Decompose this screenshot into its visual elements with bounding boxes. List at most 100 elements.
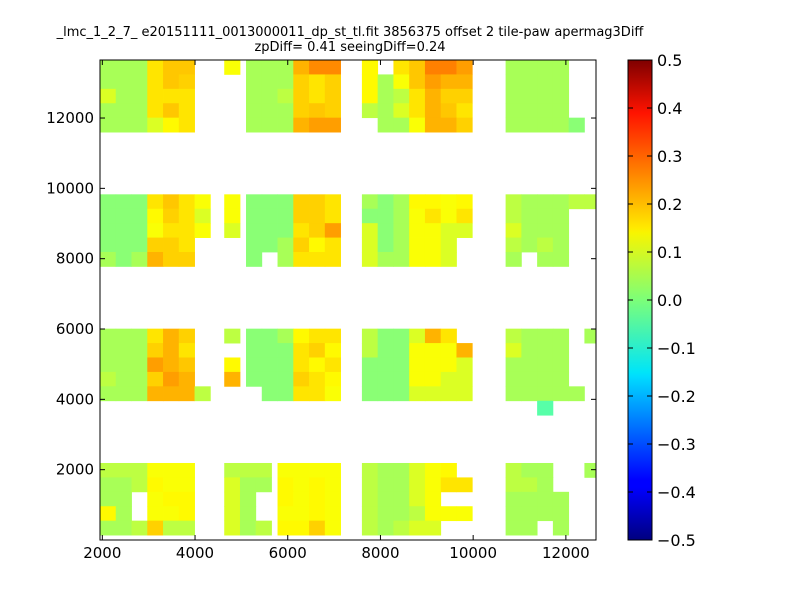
heatmap-cell xyxy=(521,194,538,210)
heatmap-cell xyxy=(440,506,457,522)
heatmap-cell xyxy=(309,237,326,253)
heatmap-cell xyxy=(409,223,426,238)
heatmap-cell xyxy=(115,491,132,507)
heatmap-cell xyxy=(440,194,457,210)
heatmap-cell xyxy=(521,103,538,119)
heatmap-cell xyxy=(131,357,148,373)
x-tick-label: 4000 xyxy=(176,544,214,562)
heatmap-cell xyxy=(521,74,538,90)
heatmap-cell xyxy=(440,477,457,493)
heatmap-cell xyxy=(440,328,457,344)
heatmap-cell xyxy=(115,343,132,358)
heatmap-cell xyxy=(178,103,195,119)
heatmap-cell xyxy=(131,520,148,536)
colorbar-tick-label: −0.3 xyxy=(657,435,696,454)
heatmap-cell xyxy=(115,328,132,344)
heatmap-cell xyxy=(505,343,522,358)
heatmap-cell xyxy=(377,491,394,507)
heatmap-cell xyxy=(409,60,426,75)
heatmap-cell xyxy=(261,103,278,119)
heatmap-cell xyxy=(424,103,442,119)
heatmap-cell xyxy=(115,74,132,90)
heatmap-cell xyxy=(293,491,310,507)
heatmap-cell xyxy=(377,477,394,493)
heatmap-cell xyxy=(115,386,132,402)
heatmap-cell xyxy=(393,208,410,224)
heatmap-cell xyxy=(377,343,394,358)
heatmap-cell xyxy=(505,74,522,90)
heatmap-cell xyxy=(163,88,180,104)
heatmap-cell xyxy=(505,371,522,387)
heatmap-cell xyxy=(147,343,164,358)
heatmap-cell xyxy=(246,74,263,90)
heatmap-cell xyxy=(568,386,585,402)
heatmap-cell xyxy=(246,208,263,224)
heatmap-cell xyxy=(440,237,457,253)
heatmap-cell xyxy=(239,506,257,522)
heatmap-cell xyxy=(147,223,164,238)
heatmap-cell xyxy=(361,208,379,224)
heatmap-cell xyxy=(424,223,442,238)
heatmap-cell xyxy=(377,223,394,238)
heatmap-cell xyxy=(277,491,294,507)
heatmap-cell xyxy=(424,520,442,536)
heatmap-cell xyxy=(552,386,570,402)
heatmap-cell xyxy=(424,462,442,478)
heatmap-cell xyxy=(293,208,310,224)
heatmap-cell xyxy=(163,103,180,119)
heatmap-cell xyxy=(537,237,554,253)
heatmap-cell xyxy=(224,194,241,210)
heatmap-cell xyxy=(277,386,294,402)
heatmap-cell xyxy=(246,252,263,267)
plot-frame xyxy=(99,59,597,541)
colorbar-tick-label: 0.4 xyxy=(657,99,682,118)
heatmap-cell xyxy=(131,60,148,75)
heatmap-cell xyxy=(131,103,148,119)
heatmap-cell xyxy=(115,506,132,522)
heatmap-cell xyxy=(393,117,410,133)
heatmap-cell xyxy=(261,223,278,238)
heatmap-cell xyxy=(246,223,263,238)
heatmap-cell xyxy=(393,103,410,119)
heatmap-cell xyxy=(309,520,326,536)
colorbar-tick-label: 0.2 xyxy=(657,195,682,214)
heatmap-cell xyxy=(293,328,310,344)
heatmap-cell xyxy=(324,223,341,238)
heatmap-cell xyxy=(409,462,426,478)
heatmap-cell xyxy=(361,357,379,373)
heatmap-cell xyxy=(293,60,310,75)
heatmap-cell xyxy=(324,60,341,75)
heatmap-cell xyxy=(505,103,522,119)
heatmap-cell xyxy=(424,386,442,402)
heatmap-cell xyxy=(309,491,326,507)
heatmap-cell xyxy=(100,252,117,267)
heatmap-cell xyxy=(568,117,585,133)
x-tick-label: 6000 xyxy=(269,544,307,562)
heatmap-cell xyxy=(324,386,341,402)
heatmap-cell xyxy=(194,223,211,238)
heatmap-cell xyxy=(324,491,341,507)
heatmap-cell xyxy=(361,462,379,478)
heatmap-cell xyxy=(552,343,570,358)
heatmap-cell xyxy=(393,491,410,507)
heatmap-cell xyxy=(537,88,554,104)
heatmap-cell xyxy=(505,237,522,253)
y-tick-label: 8000 xyxy=(56,250,94,268)
heatmap-cell xyxy=(521,357,538,373)
heatmap-cell xyxy=(178,252,195,267)
heatmap-cell xyxy=(255,477,272,493)
heatmap-cell xyxy=(277,462,294,478)
heatmap-cell xyxy=(505,506,522,522)
heatmap-cell xyxy=(424,74,442,90)
heatmap-cell xyxy=(163,328,180,344)
heatmap-cell xyxy=(424,117,442,133)
heatmap-cell xyxy=(440,252,457,267)
heatmap-cell xyxy=(456,343,473,358)
heatmap-cell xyxy=(224,506,241,522)
heatmap-cell xyxy=(505,462,522,478)
heatmap-cell xyxy=(277,117,294,133)
heatmap-cell xyxy=(178,194,195,210)
heatmap-cell xyxy=(178,223,195,238)
heatmap-cell xyxy=(361,371,379,387)
heatmap-cell xyxy=(361,520,379,536)
